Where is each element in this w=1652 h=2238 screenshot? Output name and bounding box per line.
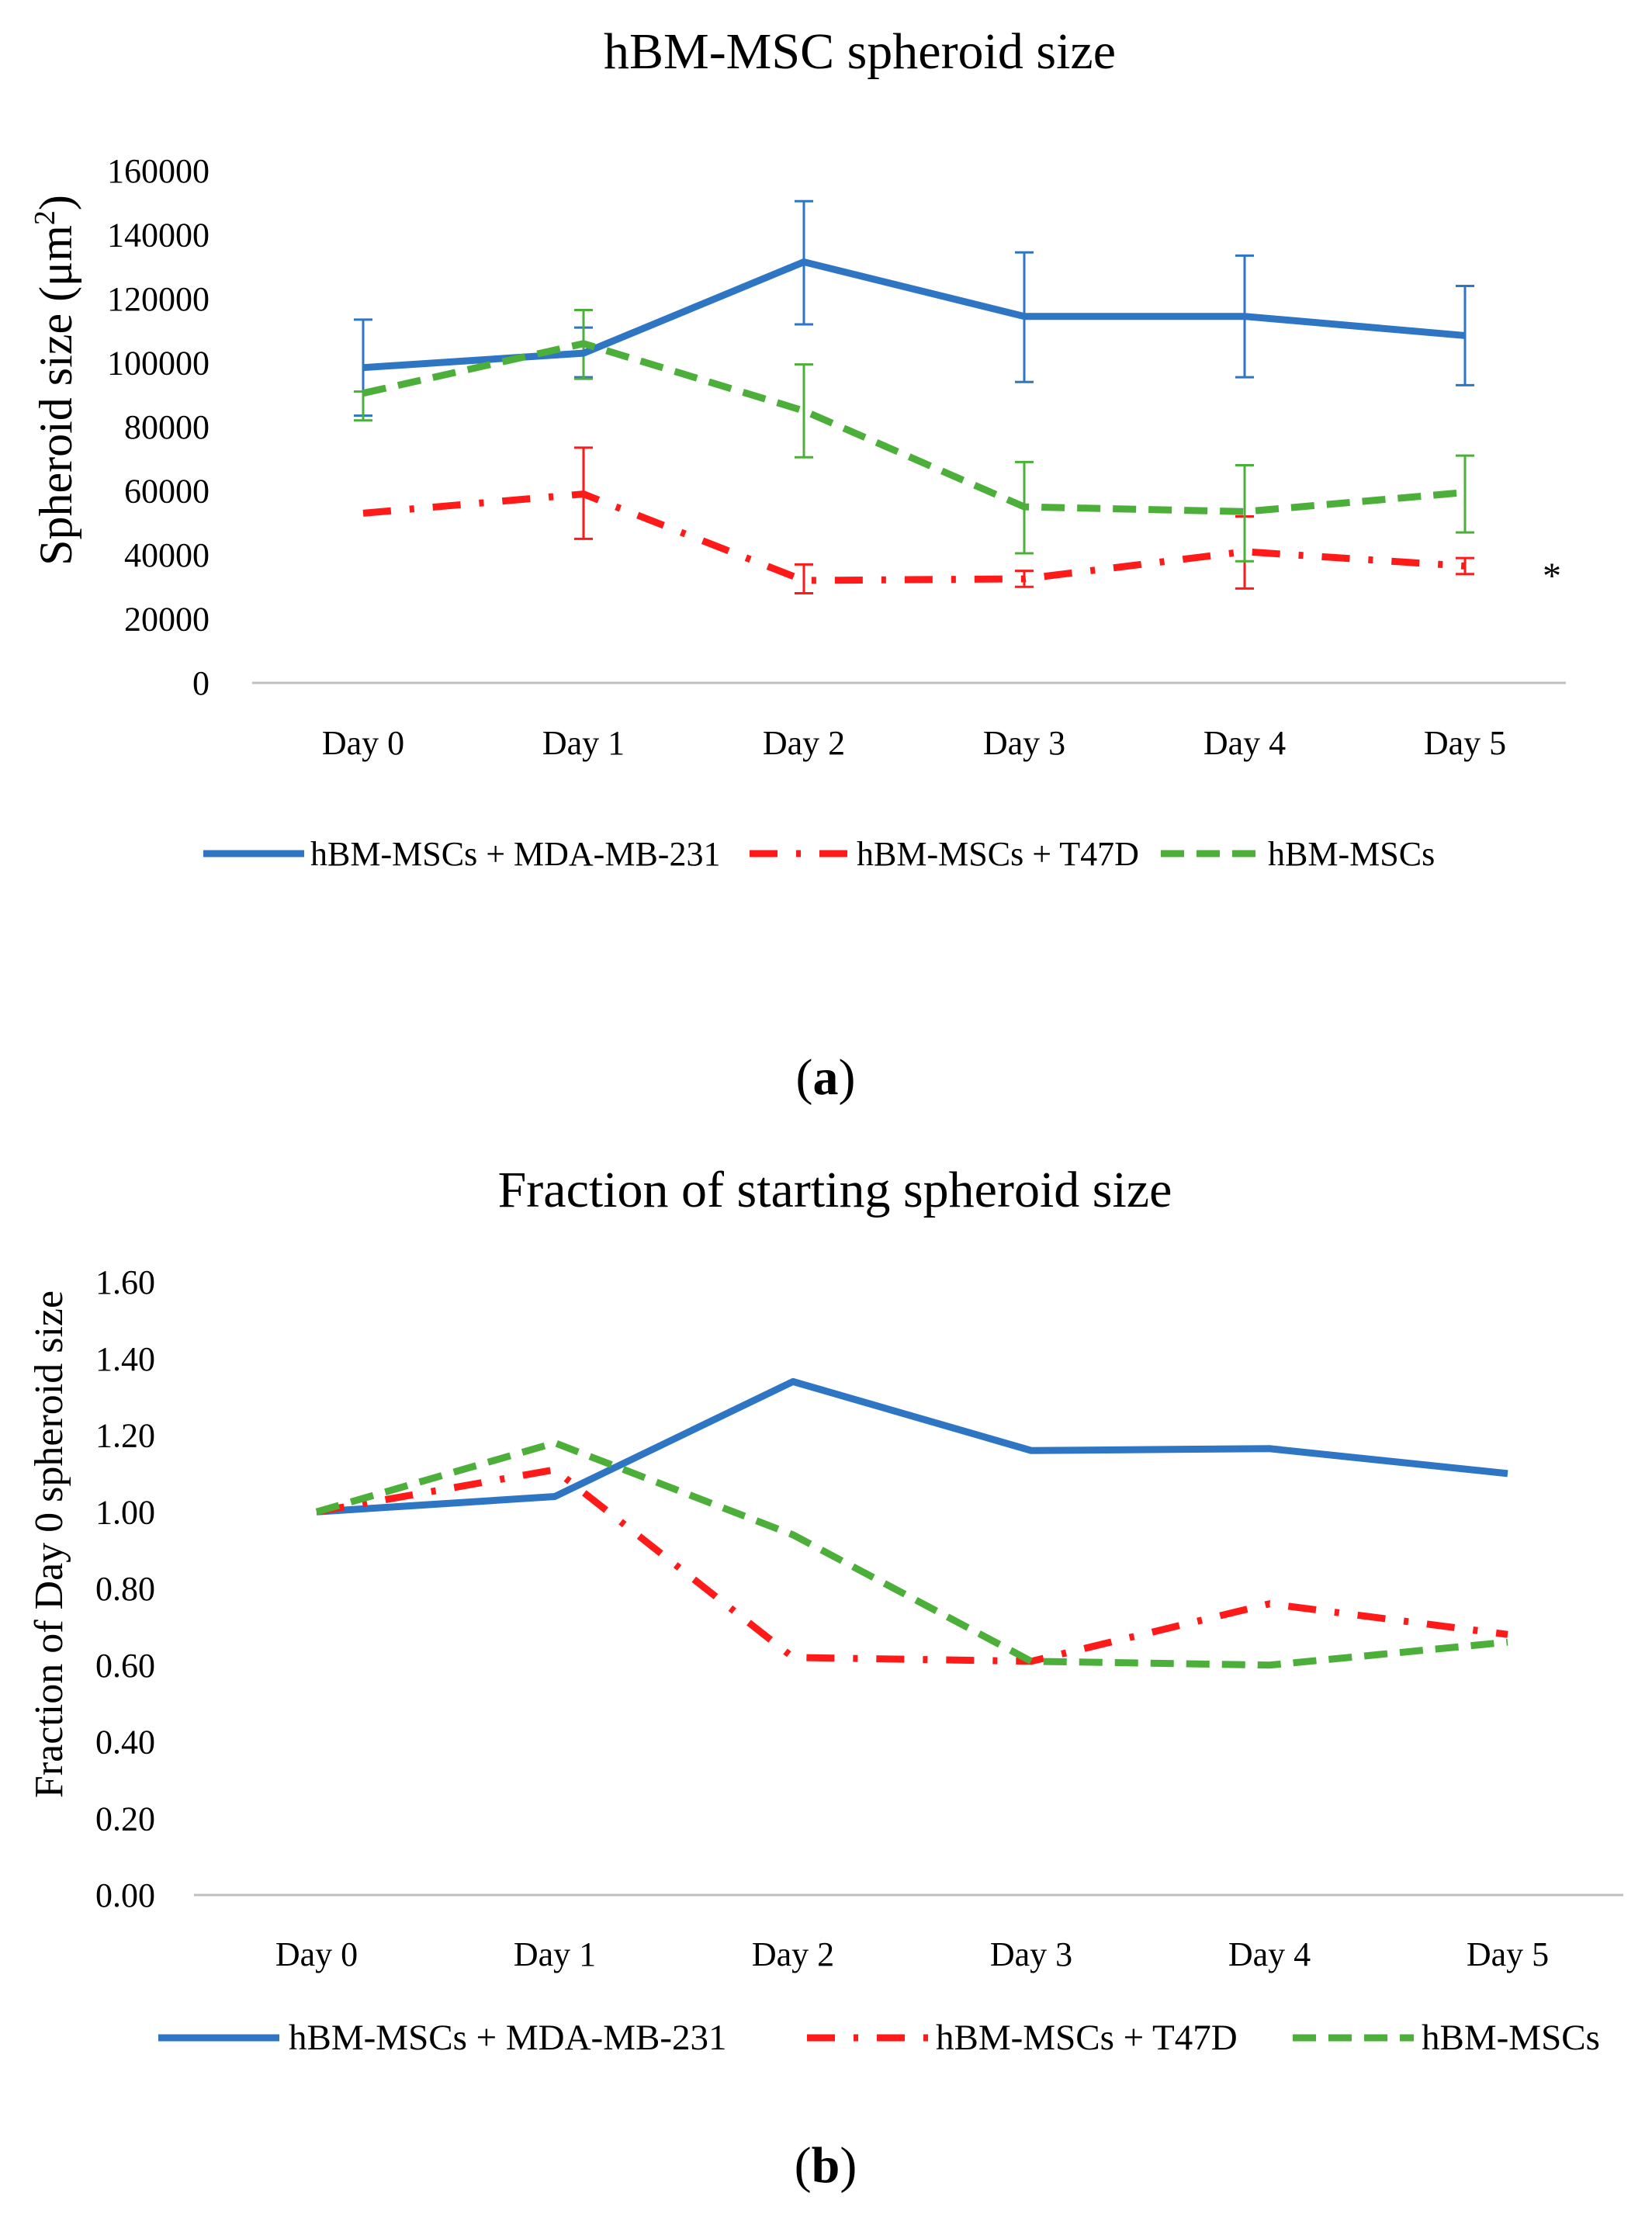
series-line	[362, 340, 1466, 515]
error-bar	[795, 563, 813, 594]
legend-label: hBM-MSCs + MDA-MB-231	[289, 2018, 726, 2058]
legend-item: hBM-MSCs	[1293, 2018, 1600, 2058]
x-tick-label: Day 5	[1467, 1935, 1549, 1973]
legend-label: hBM-MSCs + T47D	[936, 2018, 1238, 2058]
x-tick-label: Day 0	[322, 724, 404, 762]
series-lines	[315, 1377, 1508, 1669]
error-bar	[1456, 454, 1474, 534]
chart-title: Fraction of starting spheroid size	[498, 1162, 1172, 1218]
legend-item: hBM-MSCs + MDA-MB-231	[158, 2018, 726, 2058]
y-tick-label: 0.80	[95, 1570, 155, 1608]
y-tick-label: 0	[192, 664, 210, 702]
series-lines	[362, 258, 1466, 584]
legend-item: hBM-MSCs	[1161, 835, 1435, 873]
x-tick-label: Day 2	[752, 1935, 834, 1973]
y-tick-label: 40000	[124, 536, 210, 574]
x-tick-label: Day 3	[983, 724, 1065, 762]
panel-label-a: (a)	[796, 1049, 856, 1106]
y-tick-label: 1.40	[95, 1340, 155, 1378]
legend-label: hBM-MSCs	[1422, 2018, 1600, 2058]
y-tick-label: 0.20	[95, 1800, 155, 1838]
series-line	[316, 1466, 1508, 1665]
y-tick-label: 160000	[107, 152, 210, 190]
y-tick-label: 100000	[107, 345, 210, 383]
x-tick-labels: Day 0 Day 1 Day 2 Day 3 Day 4 Day 5	[322, 724, 1506, 762]
error-bar	[1235, 464, 1254, 563]
legend-label: hBM-MSCs	[1268, 835, 1435, 873]
y-tick-label: 80000	[124, 408, 210, 446]
error-bar	[795, 363, 813, 459]
y-tick-label: 120000	[107, 280, 210, 318]
y-tick-labels: 0 20000 40000 60000 80000 100000 120000 140000 1…	[107, 152, 210, 702]
y-tick-label: 60000	[124, 473, 210, 511]
x-tick-label: Day 3	[990, 1935, 1072, 1973]
chart-title: hBM-MSC spheroid size	[604, 23, 1116, 80]
y-tick-label: 0.00	[95, 1876, 155, 1914]
legend-item: hBM-MSCs + T47D	[807, 2018, 1238, 2058]
y-axis-label: Fraction of Day 0 spheroid size	[27, 1290, 71, 1798]
series-line	[362, 490, 1466, 584]
legend: hBM-MSCs + MDA-MB-231 hBM-MSCs + T47D hBM-…	[203, 835, 1435, 873]
series-line	[316, 1377, 1508, 1516]
x-tick-label: Day 4	[1204, 724, 1286, 762]
y-tick-label: 1.20	[95, 1417, 155, 1455]
legend-label: hBM-MSCs + MDA-MB-231	[310, 835, 720, 873]
legend-label: hBM-MSCs + T47D	[857, 835, 1139, 873]
chart-panel-b: Fraction of starting spheroid size Fract…	[27, 1162, 1623, 2194]
series-line	[362, 258, 1466, 372]
legend-item: hBM-MSCs + T47D	[750, 835, 1139, 873]
panel-label-b: (b)	[795, 2137, 857, 2194]
legend: hBM-MSCs + MDA-MB-231 hBM-MSCs + T47D hBM-…	[158, 2018, 1600, 2058]
x-tick-label: Day 4	[1228, 1935, 1311, 1973]
x-tick-label: Day 1	[542, 724, 625, 762]
y-tick-label: 0.40	[95, 1724, 155, 1762]
y-tick-label: 1.00	[95, 1493, 155, 1531]
error-bars	[354, 199, 1474, 594]
y-tick-label: 20000	[124, 601, 210, 639]
chart-panel-a: hBM-MSC spheroid size Spheroid size (μm2…	[29, 23, 1566, 1106]
x-tick-label: Day 1	[514, 1935, 596, 1973]
y-tick-label: 0.60	[95, 1647, 155, 1685]
y-tick-label: 140000	[107, 217, 210, 255]
legend-item: hBM-MSCs + MDA-MB-231	[203, 835, 720, 873]
significance-asterisk: *	[1543, 556, 1561, 597]
y-tick-label: 1.60	[95, 1263, 155, 1301]
series-line	[315, 1439, 1508, 1669]
y-tick-labels: 0.00 0.20 0.40 0.60 0.80 1.00 1.20 1.40 1.60	[95, 1263, 155, 1914]
x-tick-label: Day 2	[763, 724, 845, 762]
x-tick-label: Day 0	[275, 1935, 358, 1973]
y-axis-label: Spheroid size (μm2)	[29, 195, 81, 566]
x-tick-label: Day 5	[1424, 724, 1506, 762]
x-tick-labels: Day 0 Day 1 Day 2 Day 3 Day 4 Day 5	[275, 1935, 1549, 1973]
